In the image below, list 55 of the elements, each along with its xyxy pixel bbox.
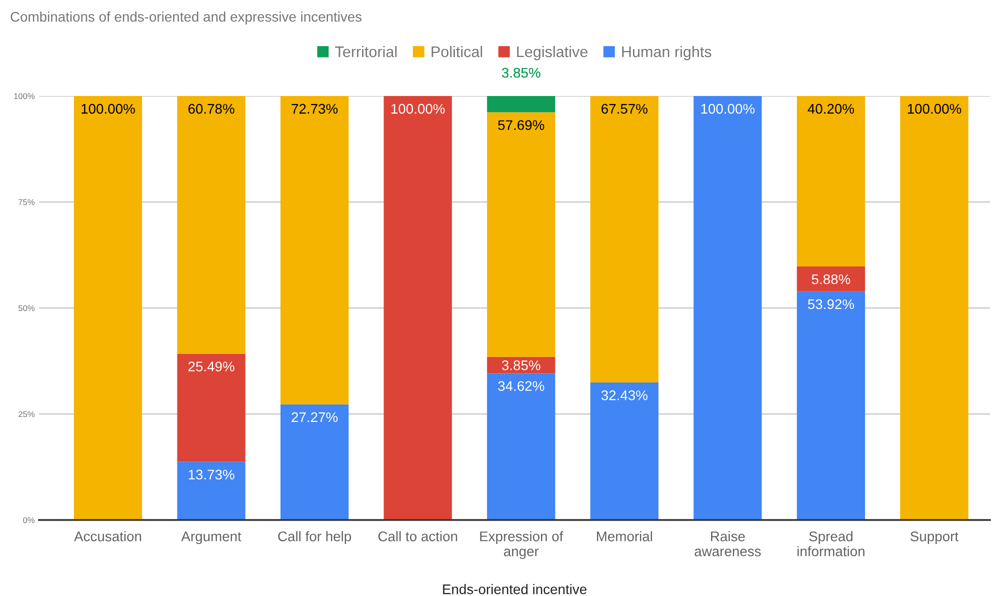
data-label: 100.00% xyxy=(391,104,445,114)
data-label: 72.73% xyxy=(292,104,338,114)
bar xyxy=(384,96,452,520)
chart-title: Combinations of ends-oriented and expressive incentives xyxy=(10,12,362,24)
data-label: 32.43% xyxy=(601,390,648,400)
x-tick-label: Expression of anger xyxy=(480,531,564,560)
bar xyxy=(796,291,866,520)
data-label: 100.00% xyxy=(701,104,755,114)
bar xyxy=(487,96,556,112)
data-label: 60.78% xyxy=(188,104,234,114)
bar xyxy=(796,96,866,266)
x-tick-label: Raise awareness xyxy=(694,531,761,556)
x-tick-label: Spread information xyxy=(798,531,864,556)
legend-label: Political xyxy=(432,46,482,58)
x-axis-title: Ends-oriented incentive xyxy=(443,584,586,594)
x-tick-label: Accusation xyxy=(74,531,142,542)
bar xyxy=(177,354,246,462)
bar xyxy=(487,112,556,357)
x-tick-label: Support xyxy=(910,531,958,544)
bar xyxy=(177,462,246,520)
bar xyxy=(280,96,349,404)
bar xyxy=(694,96,762,520)
legend-label: Human rights xyxy=(622,46,712,60)
x-tick-label: Argument xyxy=(181,532,242,544)
data-label: 25.49% xyxy=(188,362,234,372)
data-label: 40.20% xyxy=(808,104,854,114)
data-label: 27.27% xyxy=(292,412,338,422)
bar xyxy=(177,96,246,354)
y-tick-label: 100% xyxy=(14,93,35,100)
data-label: 3.85% xyxy=(502,360,540,370)
data-label: 100.00% xyxy=(908,104,962,114)
data-label: 13.73% xyxy=(188,470,234,480)
data-label: 34.62% xyxy=(498,381,544,391)
data-label: 100.00% xyxy=(82,104,135,114)
bar xyxy=(487,373,556,520)
bar xyxy=(590,96,658,382)
bar xyxy=(74,96,142,520)
bar xyxy=(900,96,968,520)
x-tick-label: Memorial xyxy=(596,531,652,542)
legend-label: Territorial xyxy=(335,46,397,58)
x-tick-label: Call to action xyxy=(378,531,458,542)
bar xyxy=(796,266,866,292)
data-label: 3.85% xyxy=(502,68,540,78)
x-tick-label: Call for help xyxy=(278,531,352,544)
y-tick-label: 25% xyxy=(18,411,35,418)
bar xyxy=(280,404,349,520)
y-tick-label: 50% xyxy=(18,305,35,312)
data-label: 5.88% xyxy=(812,274,850,284)
data-label: 67.57% xyxy=(602,104,648,114)
y-tick-label: 75% xyxy=(18,199,35,206)
legend-label: Legislative xyxy=(517,46,588,60)
data-label: 53.92% xyxy=(808,299,854,310)
y-tick-label: 0% xyxy=(23,517,35,524)
data-label: 57.69% xyxy=(498,120,544,130)
bar xyxy=(590,382,658,520)
